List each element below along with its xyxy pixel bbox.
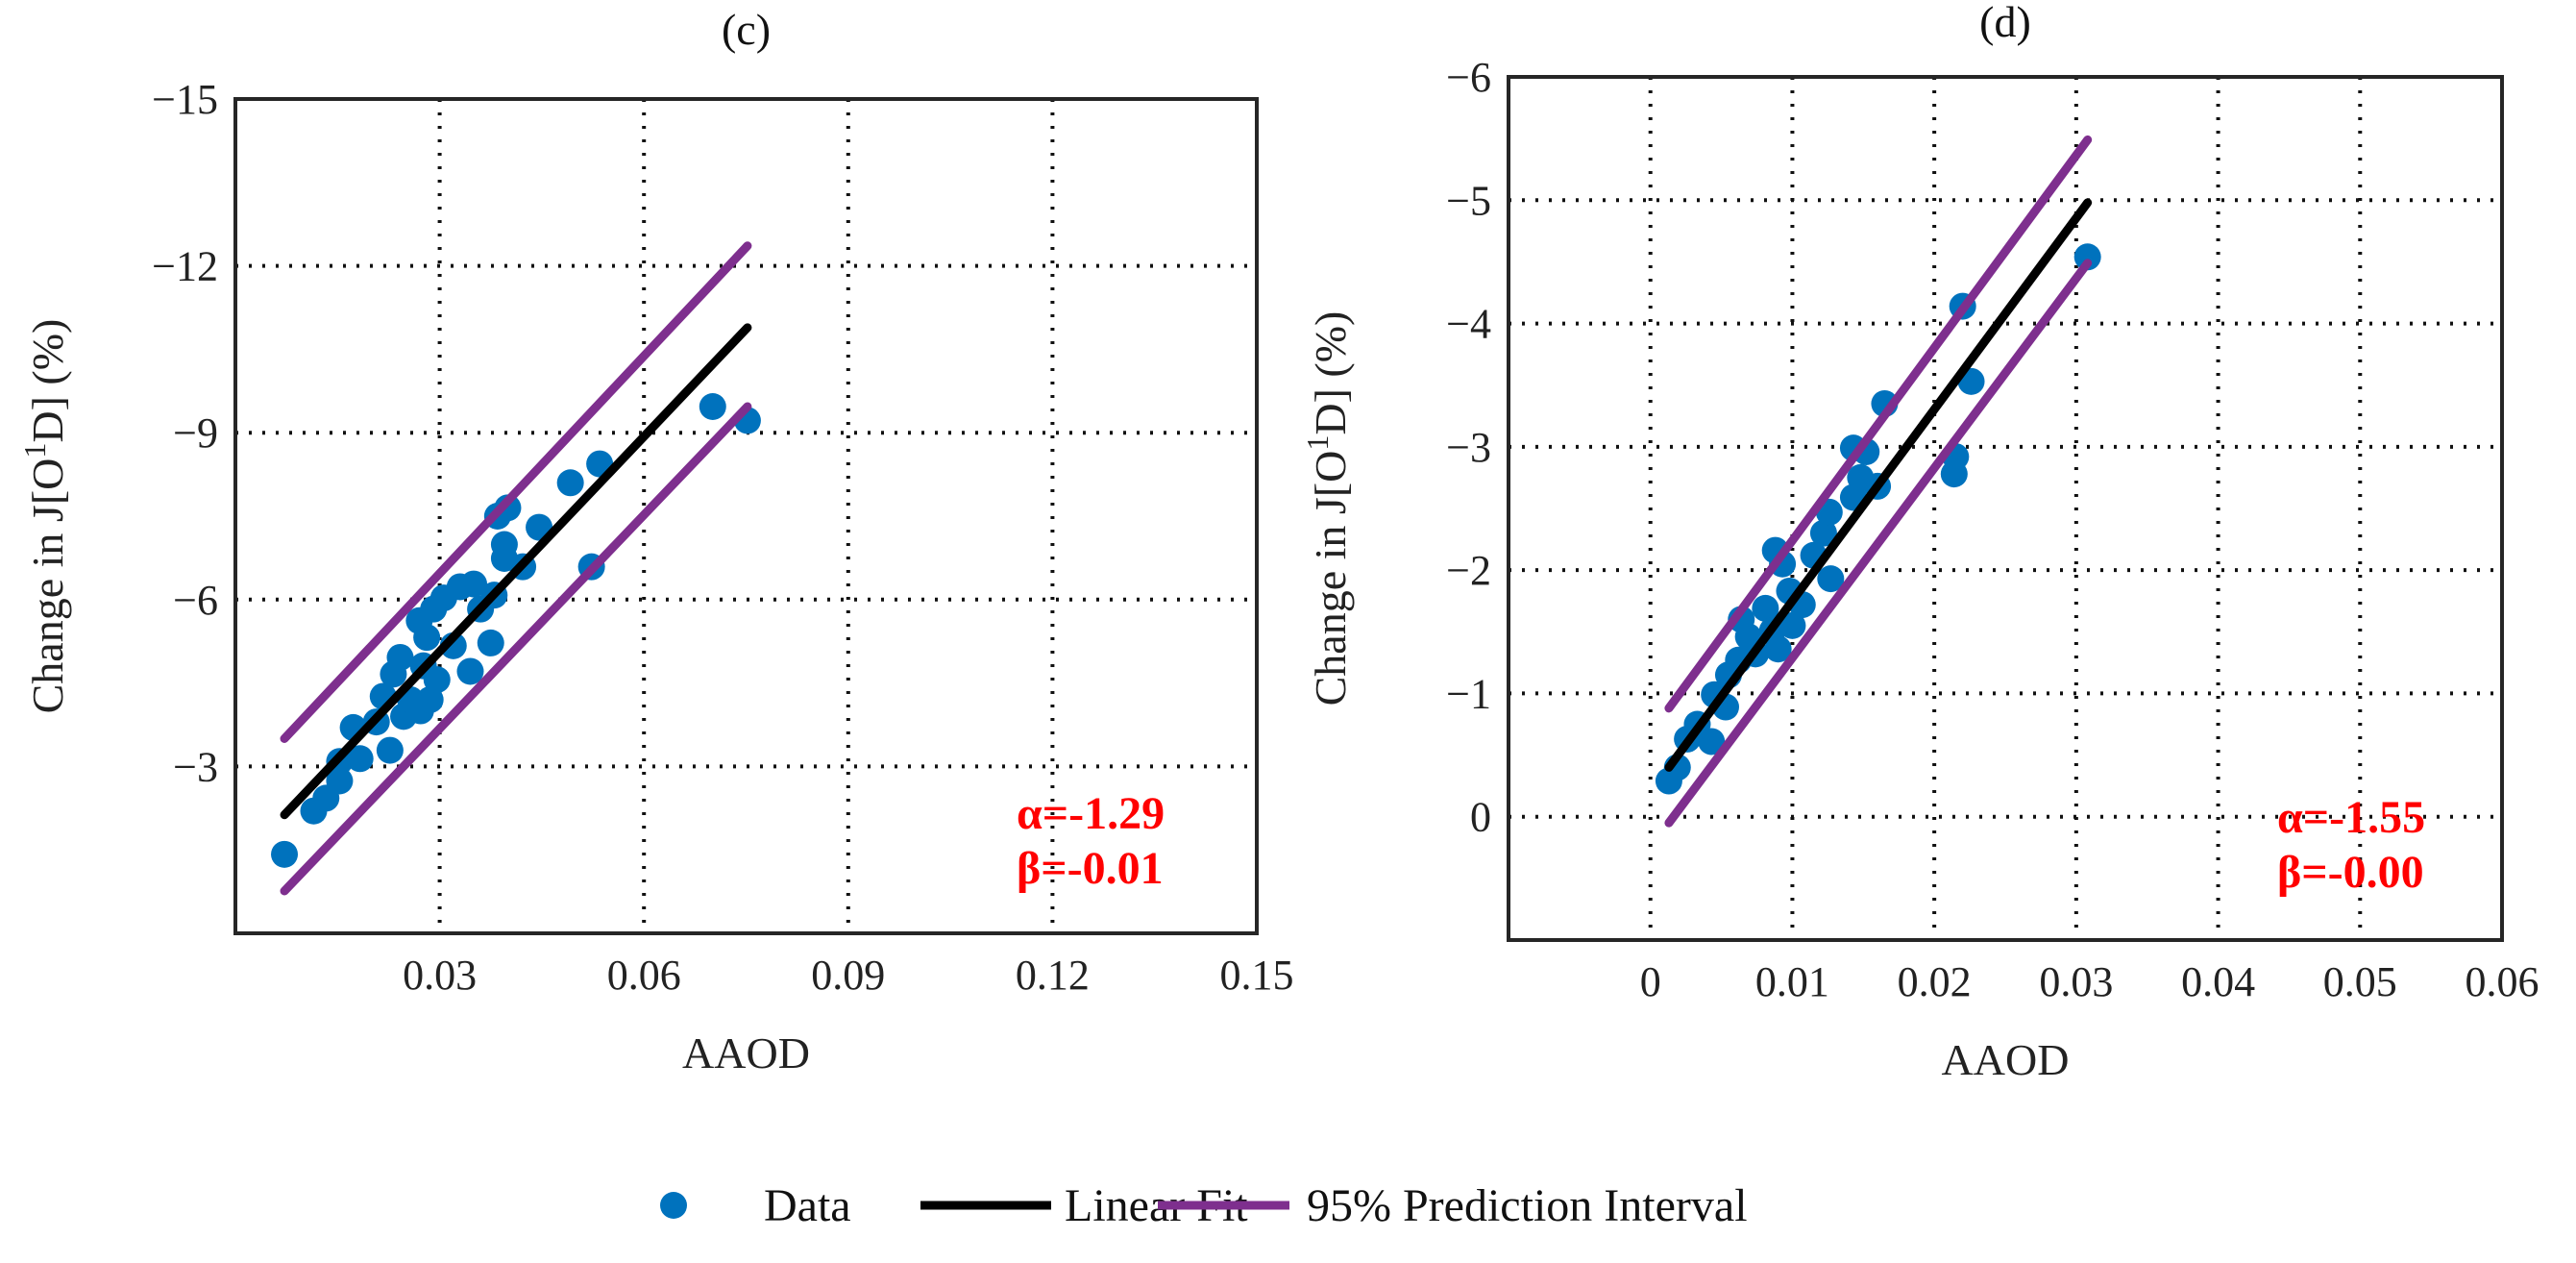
x-axis-label: AAOD bbox=[1942, 1035, 2070, 1084]
data-point bbox=[271, 840, 299, 868]
panel-c: 0.03 0.06 0.09 0.12 0.15 −15 −12 −9 −6 −3 (c) AAOD C… bbox=[17, 5, 1294, 1077]
y-tick-label: −5 bbox=[1446, 177, 1491, 224]
x-tick-label: 0.01 bbox=[1755, 958, 1829, 1005]
data-point bbox=[2073, 243, 2101, 271]
y-tick-label: −15 bbox=[152, 76, 218, 123]
panel-title: (d) bbox=[1979, 0, 2031, 46]
prediction-interval-line bbox=[280, 402, 752, 896]
x-tick-label: 0.06 bbox=[2466, 958, 2539, 1005]
y-tick-label: −1 bbox=[1446, 670, 1491, 717]
y-tick-label: −3 bbox=[1446, 424, 1491, 471]
x-tick-label: 0.04 bbox=[2181, 958, 2255, 1005]
data-point bbox=[699, 393, 726, 421]
axes-frame bbox=[233, 97, 1259, 935]
y-axis-label: Change in J[O1D] (%) bbox=[17, 319, 72, 714]
panel-d: 0 0.01 0.02 0.03 0.04 0.05 0.06 −6 −5 −4 −3 −2 −1 0 (d… bbox=[1300, 0, 2539, 1084]
x-tick-label: 0.15 bbox=[1220, 952, 1294, 999]
linear-fit-line bbox=[1664, 198, 2093, 772]
x-tick-label: 0.12 bbox=[1016, 952, 1090, 999]
x-tick-label: 0.03 bbox=[403, 952, 477, 999]
y-tick-label: −6 bbox=[1446, 54, 1491, 101]
data-point bbox=[346, 745, 374, 773]
x-tick-label: 0.09 bbox=[811, 952, 885, 999]
y-axis-label: Change in J[O1D] (%) bbox=[1300, 311, 1355, 706]
data-point bbox=[477, 629, 504, 656]
data-point bbox=[413, 624, 441, 652]
prediction-interval-line bbox=[1664, 135, 2093, 713]
y-tick-label: −3 bbox=[173, 743, 218, 790]
data-point bbox=[1752, 594, 1779, 622]
data-point bbox=[456, 657, 484, 685]
legend-data-marker bbox=[660, 1192, 687, 1219]
y-tick-label: −12 bbox=[152, 243, 218, 290]
alpha-annotation: α=-1.55 bbox=[2277, 792, 2425, 843]
legend-data-label: Data bbox=[764, 1180, 851, 1231]
legend-interval-label: 95% Prediction Interval bbox=[1307, 1180, 1748, 1231]
y-tick-label: 0 bbox=[1470, 794, 1491, 841]
prediction-interval-line bbox=[280, 241, 752, 743]
data-point bbox=[1764, 635, 1792, 663]
x-tick-label: 0 bbox=[1640, 958, 1661, 1005]
y-axis-label-main: Change in J[O bbox=[23, 458, 72, 714]
data-point bbox=[1698, 728, 1726, 755]
panel-title: (c) bbox=[722, 5, 771, 54]
data-point bbox=[1779, 611, 1806, 639]
linear-fit-line bbox=[280, 323, 752, 820]
y-tick-label: −6 bbox=[173, 577, 218, 624]
y-axis-label-end: D] (%) bbox=[23, 319, 72, 443]
data-point bbox=[386, 643, 414, 671]
y-axis-label-superscript: 1 bbox=[17, 443, 52, 458]
beta-annotation: β=-0.01 bbox=[1017, 843, 1164, 894]
y-tick-label: −2 bbox=[1446, 547, 1491, 594]
data-point bbox=[1817, 565, 1845, 593]
x-tick-label: 0.05 bbox=[2323, 958, 2397, 1005]
axes-frame bbox=[1507, 75, 2504, 942]
y-tick-label: −4 bbox=[1446, 301, 1491, 348]
data-point bbox=[460, 570, 488, 598]
y-tick-label: −9 bbox=[173, 409, 218, 457]
data-point bbox=[376, 736, 404, 764]
data-point bbox=[556, 469, 584, 497]
data-point bbox=[423, 666, 451, 694]
y-axis-label-superscript: 1 bbox=[1300, 435, 1335, 451]
x-axis-label: AAOD bbox=[682, 1028, 810, 1077]
y-axis-label-end: D] (%) bbox=[1306, 311, 1355, 435]
beta-annotation: β=-0.00 bbox=[2277, 847, 2424, 898]
legend: Data Linear Fit 95% Prediction Interval bbox=[660, 1180, 1748, 1231]
y-axis-label-main: Change in J[O bbox=[1306, 451, 1355, 706]
x-tick-label: 0.02 bbox=[1898, 958, 1972, 1005]
data-point bbox=[1809, 519, 1837, 547]
x-tick-label: 0.06 bbox=[607, 952, 681, 999]
alpha-annotation: α=-1.29 bbox=[1017, 788, 1165, 839]
prediction-interval-line bbox=[1664, 259, 2093, 828]
data-point bbox=[494, 494, 522, 522]
data-point bbox=[326, 767, 354, 795]
x-tick-label: 0.03 bbox=[2039, 958, 2113, 1005]
